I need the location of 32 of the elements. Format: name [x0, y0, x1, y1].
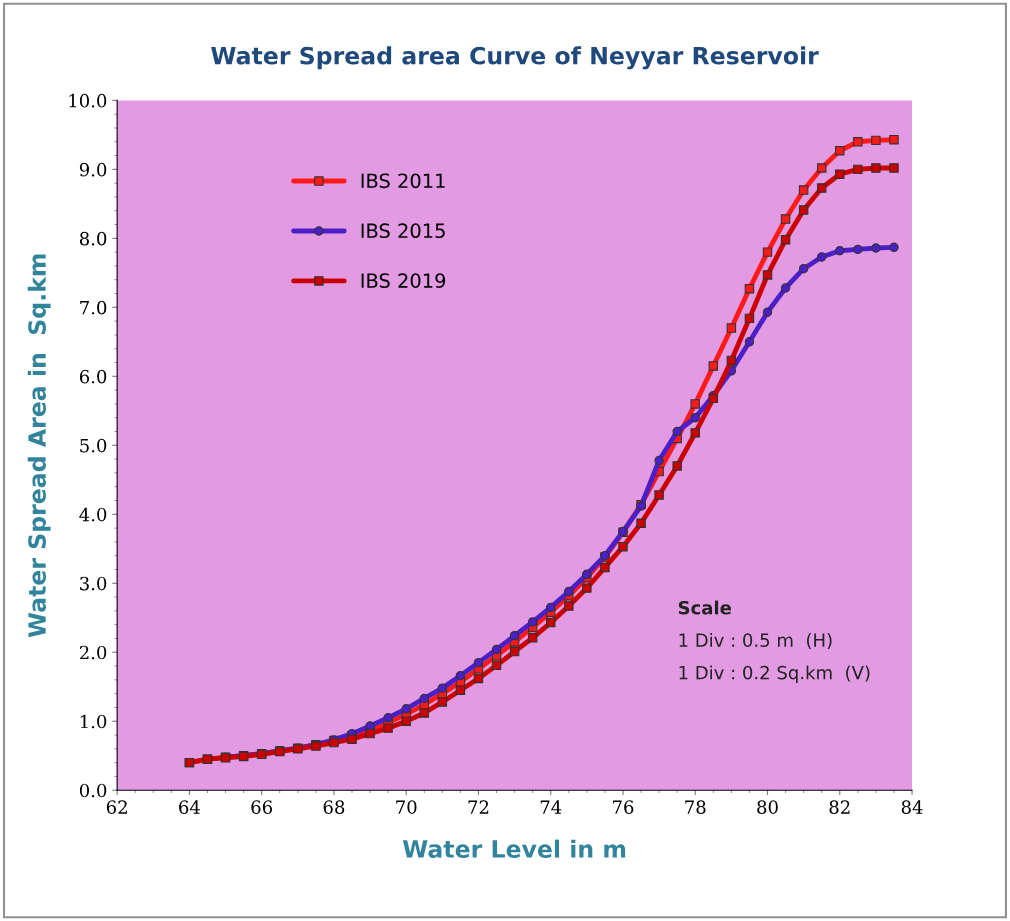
- annotation: 1 Div : 0.5 m (H): [679, 633, 832, 650]
- y-tick-label: 10.0: [69, 93, 107, 108]
- x-tick-label: 72: [468, 800, 489, 814]
- legend-label: IBS 2015: [361, 223, 445, 239]
- legend-label: IBS 2011: [361, 173, 445, 189]
- x-tick-label: 84: [901, 800, 923, 814]
- annotation: 1 Div : 0.2 Sq.km (V): [679, 665, 870, 683]
- x-tick-label: 62: [106, 800, 127, 814]
- x-tick-label: 82: [829, 800, 850, 814]
- y-tick-label: 5.0: [80, 438, 107, 453]
- chart-title: Water Spread area Curve of Neyyar Reservoir: [211, 46, 819, 70]
- y-tick-label: 1.0: [80, 714, 107, 729]
- y-tick-label: 3.0: [80, 576, 107, 591]
- x-tick-label: 74: [540, 800, 562, 814]
- annotation: Scale: [678, 600, 731, 615]
- y-tick-label: 7.0: [80, 300, 107, 315]
- x-tick-label: 64: [179, 800, 200, 814]
- x-tick-label: 70: [396, 800, 417, 814]
- y-tick-label: 6.0: [79, 369, 107, 384]
- x-tick-label: 66: [251, 800, 273, 814]
- y-axis-title: Water Spread Area in Sq.km: [27, 254, 51, 638]
- x-tick-label: 76: [613, 800, 634, 814]
- x-tick-label: 78: [685, 800, 706, 814]
- y-tick-label: 8.0: [79, 231, 107, 246]
- y-tick-label: 0.0: [79, 783, 107, 798]
- y-tick-label: 4.0: [79, 507, 107, 522]
- x-tick-label: 68: [323, 800, 345, 814]
- x-tick-label: 80: [757, 800, 778, 814]
- y-tick-label: 2.0: [79, 645, 107, 660]
- y-tick-label: 9.0: [79, 162, 107, 177]
- x-axis-title: Water Level in m: [402, 839, 626, 858]
- legend-label: IBS 2019: [361, 273, 446, 288]
